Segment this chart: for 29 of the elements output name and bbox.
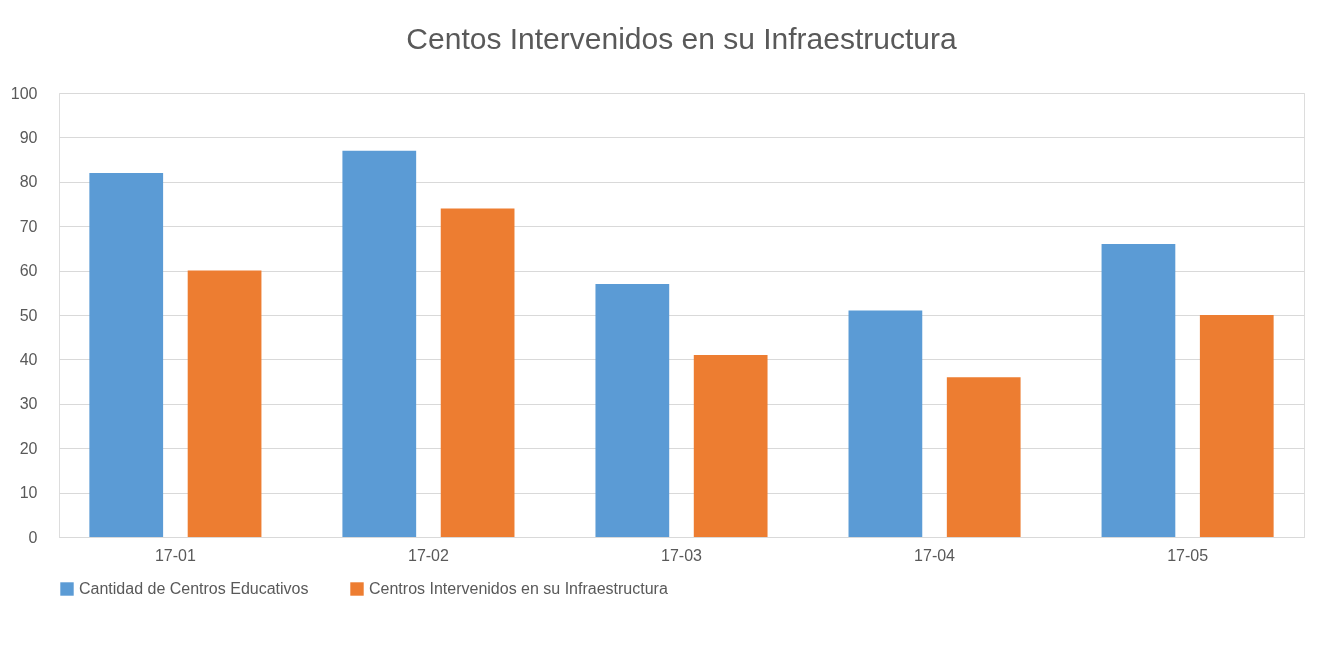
- bar: [1199, 315, 1274, 537]
- y-tick-label: 90: [19, 128, 38, 146]
- legend-label: Centros Intervenidos en su Infraestructura: [369, 580, 668, 597]
- x-tick-label: 17-02: [407, 546, 450, 564]
- bar: [187, 270, 262, 537]
- chart-title: Centos Intervenidos en su Infraestructura: [406, 22, 957, 55]
- y-tick-label: 100: [10, 84, 38, 102]
- x-tick-label: 17-04: [914, 546, 956, 564]
- y-tick-label: 40: [19, 350, 38, 368]
- y-tick-label: 30: [19, 395, 38, 413]
- x-tick-label: 17-05: [1167, 546, 1209, 564]
- bar: [342, 150, 417, 537]
- y-tick-label: 20: [19, 439, 38, 457]
- bar: [1101, 243, 1176, 537]
- x-tick-label: 17-01: [154, 546, 196, 564]
- bar: [89, 172, 164, 537]
- y-tick-label: 80: [19, 173, 38, 191]
- bar: [440, 208, 515, 537]
- y-tick-label: 50: [19, 306, 38, 324]
- bar: [693, 354, 768, 537]
- bar: [946, 377, 1021, 537]
- y-tick-label: 70: [19, 217, 38, 235]
- legend-label: Cantidad de Centros Educativos: [79, 580, 309, 597]
- bar: [848, 310, 923, 537]
- y-tick-label: 60: [19, 262, 38, 280]
- x-tick-label: 17-03: [661, 546, 703, 564]
- y-tick-label: 10: [19, 484, 38, 502]
- bar: [595, 283, 670, 537]
- y-tick-label: 0: [28, 528, 38, 546]
